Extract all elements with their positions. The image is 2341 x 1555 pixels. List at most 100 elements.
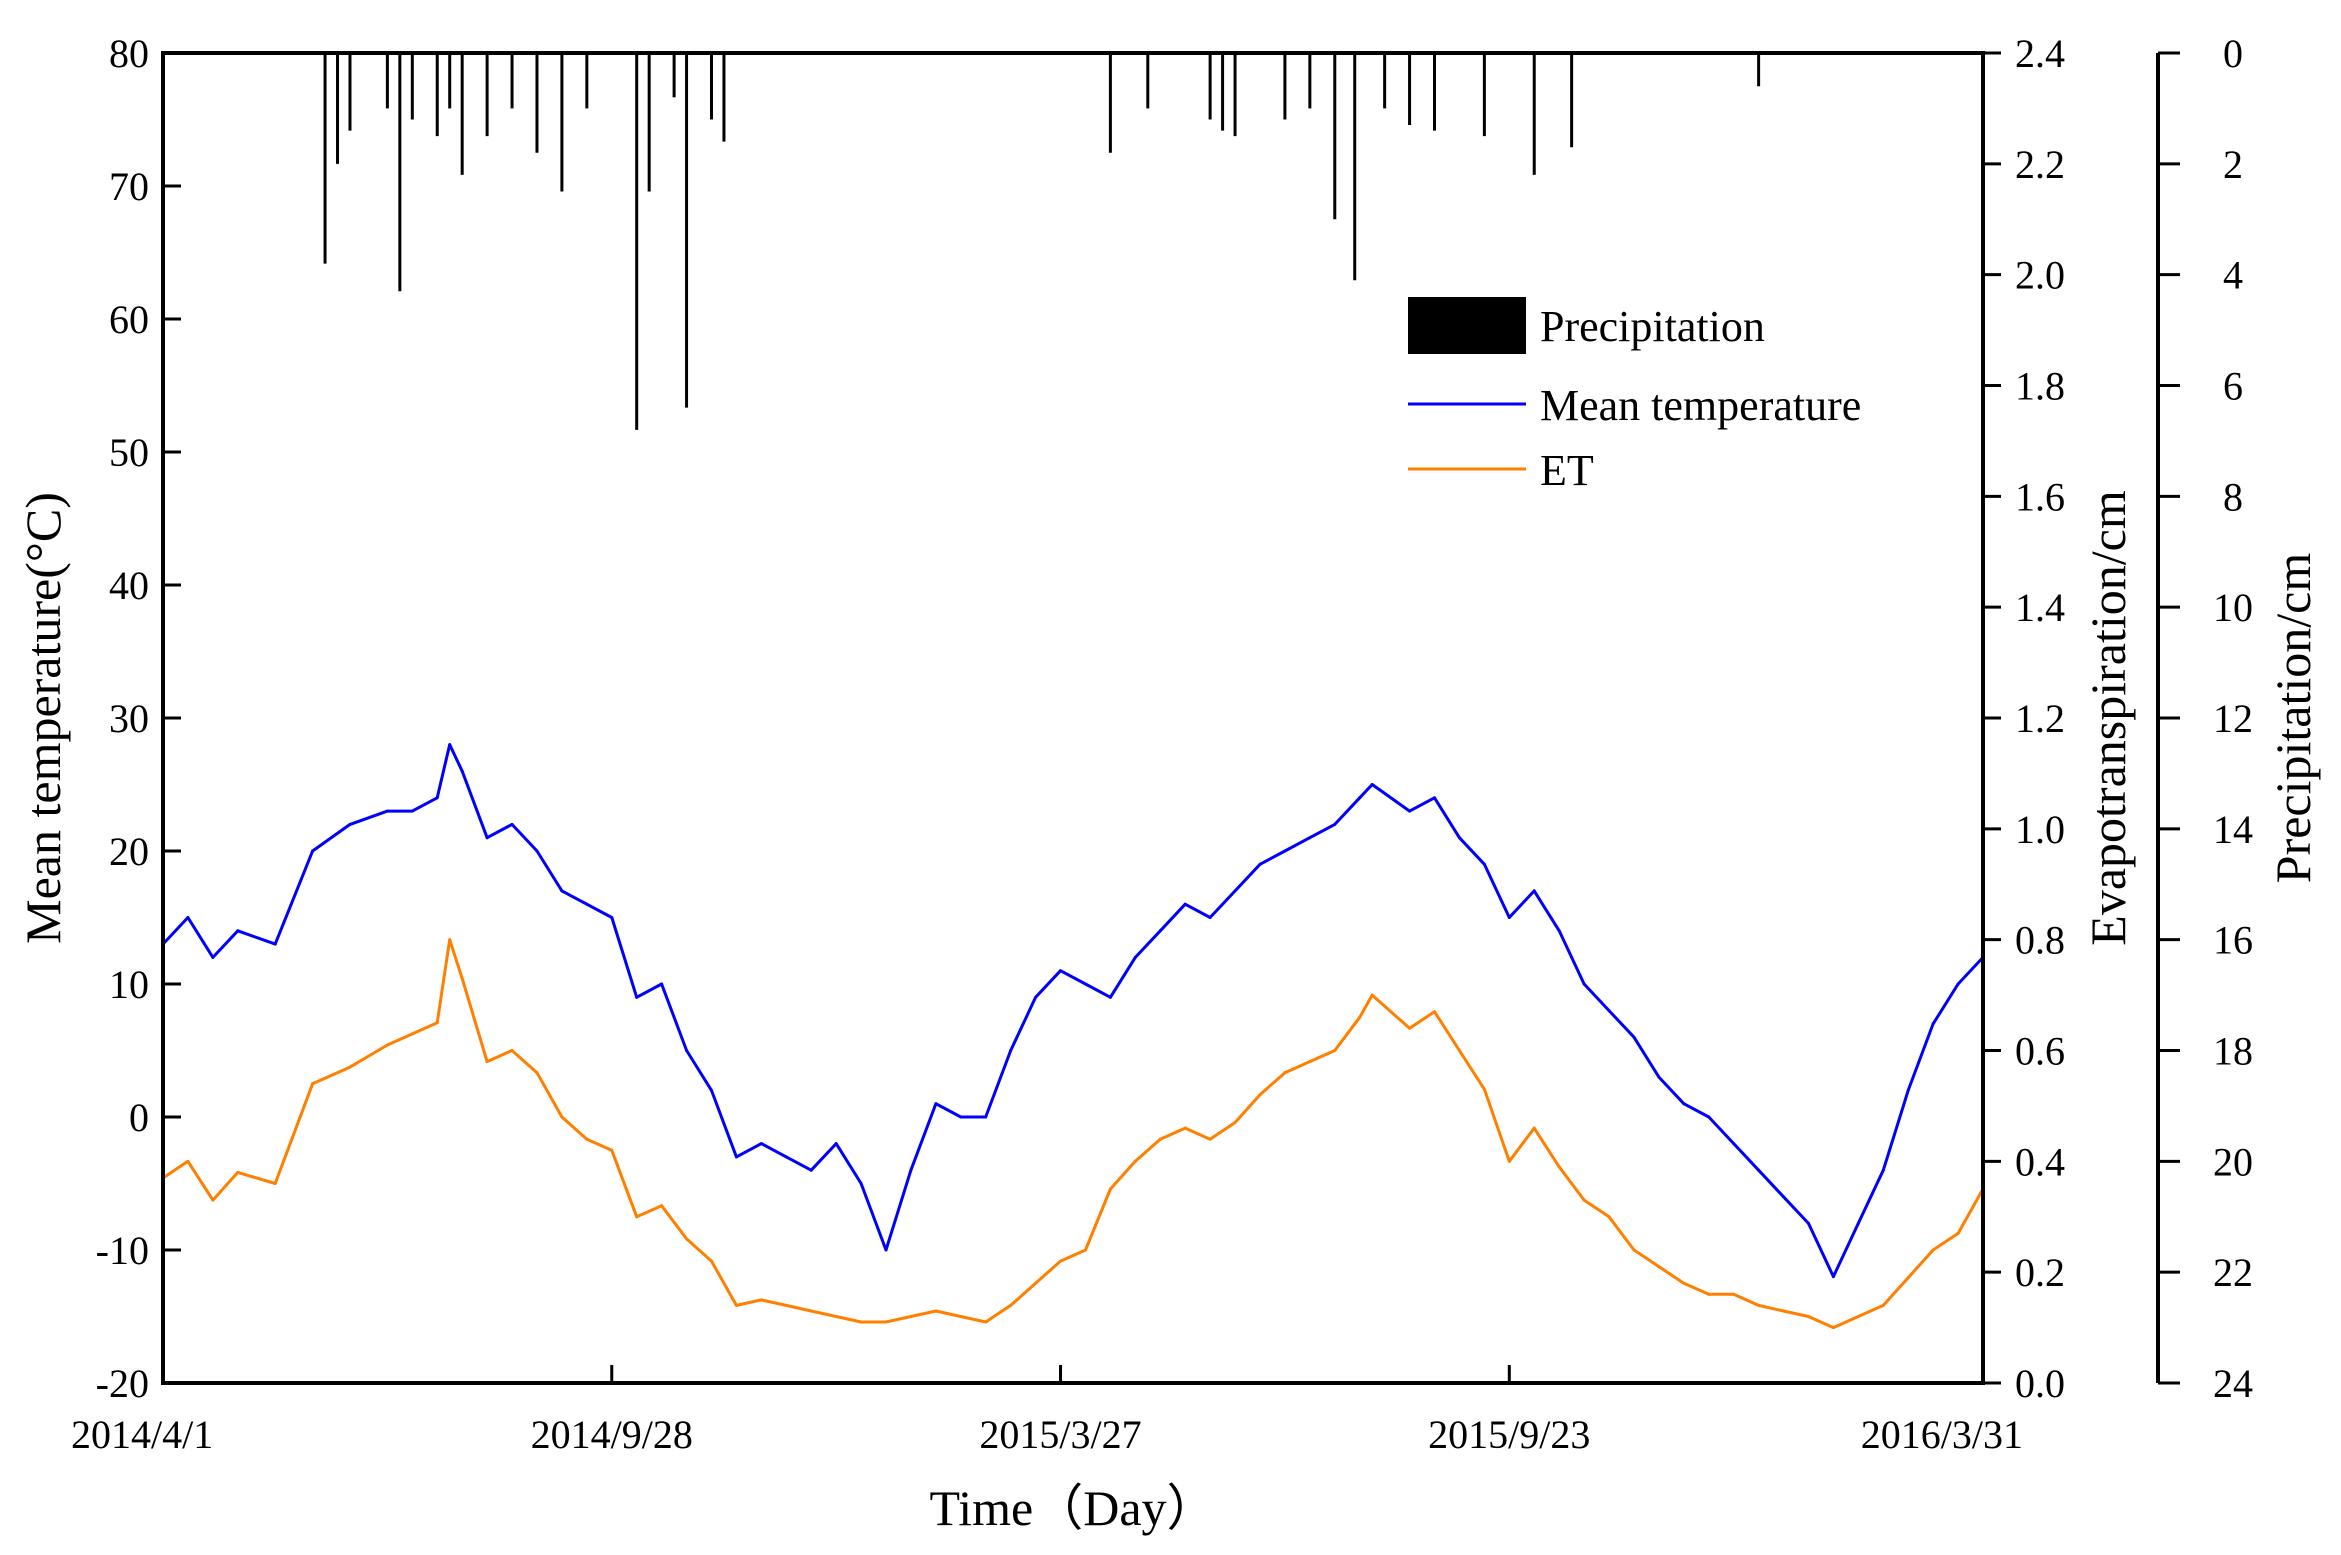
legend-label-mean-temperature: Mean temperature xyxy=(1540,381,1861,430)
et-tick-label: 0.8 xyxy=(2015,918,2065,963)
mean-temperature-point xyxy=(448,743,452,747)
et-point xyxy=(1433,1010,1437,1014)
precip-tick-label: 12 xyxy=(2213,696,2253,741)
temp-tick-label: 40 xyxy=(109,563,149,608)
et-point xyxy=(1956,1231,1960,1235)
et-point xyxy=(734,1303,738,1307)
mean-temperature-point xyxy=(1582,982,1586,986)
et-point xyxy=(535,1071,539,1075)
et-tick-label: 1.8 xyxy=(2015,364,2065,409)
mean-temperature-point xyxy=(809,1168,813,1172)
et-point xyxy=(1732,1292,1736,1296)
x-tick-label: 2014/4/1 xyxy=(71,1412,213,1457)
precip-tick-label: 24 xyxy=(2213,1361,2253,1406)
et-tick-label: 2.4 xyxy=(2015,31,2065,76)
et-point xyxy=(984,1320,988,1324)
mean-temperature-point xyxy=(460,769,464,773)
mean-temperature-point xyxy=(1557,929,1561,933)
et-point xyxy=(1108,1187,1112,1191)
mean-temperature-point xyxy=(1083,982,1087,986)
precip-tick-label: 2 xyxy=(2223,142,2243,187)
et-point xyxy=(460,976,464,980)
mean-temperature-point xyxy=(1831,1275,1835,1279)
et-tick-label: 1.2 xyxy=(2015,696,2065,741)
precip-tick-label: 18 xyxy=(2213,1029,2253,1074)
x-tick-label: 2015/9/23 xyxy=(1428,1412,1590,1457)
precip-tick-label: 4 xyxy=(2223,253,2243,298)
et-tick-label: 1.4 xyxy=(2015,585,2065,630)
x-tick-label: 2014/9/28 xyxy=(531,1412,693,1457)
precip-tick-label: 10 xyxy=(2213,585,2253,630)
mean-temperature-point xyxy=(1457,836,1461,840)
y-axis-title-temp: Mean temperature(°C) xyxy=(15,492,71,944)
et-point xyxy=(448,938,452,942)
precip-tick-label: 0 xyxy=(2223,31,2243,76)
mean-temperature-point xyxy=(236,929,240,933)
et-point xyxy=(1757,1303,1761,1307)
mean-temperature-point xyxy=(186,916,190,919)
et-tick-label: 0.0 xyxy=(2015,1361,2065,1406)
et-point xyxy=(1333,1049,1337,1052)
temp-tick-label: 0 xyxy=(129,1095,149,1140)
precip-tick-label: 6 xyxy=(2223,364,2243,409)
mean-temperature-point xyxy=(784,1155,788,1159)
mean-temperature-point xyxy=(635,995,639,999)
mean-temperature-point xyxy=(273,942,277,946)
mean-temperature-point xyxy=(435,796,439,800)
mean-temperature-point xyxy=(535,849,539,853)
et-point xyxy=(660,1204,664,1208)
mean-temperature-point xyxy=(1881,1168,1885,1172)
et-point xyxy=(809,1309,813,1313)
mean-temperature-point xyxy=(984,1115,988,1119)
precip-tick-label: 16 xyxy=(2213,918,2253,963)
mean-temperature-point xyxy=(1009,1049,1013,1052)
et-point xyxy=(1682,1281,1686,1285)
mean-temperature-point xyxy=(859,1182,863,1185)
et-point xyxy=(1408,1026,1412,1030)
legend-swatch-precipitation xyxy=(1408,297,1526,354)
et-tick-label: 0.2 xyxy=(2015,1250,2065,1295)
mean-temperature-point xyxy=(1059,969,1063,973)
et-point xyxy=(1532,1126,1536,1130)
mean-temperature-point xyxy=(560,889,564,893)
mean-temperature-point xyxy=(934,1102,938,1106)
et-point xyxy=(1482,1087,1486,1091)
mean-temperature-point xyxy=(1507,916,1511,919)
temp-tick-label: -10 xyxy=(96,1228,149,1273)
et-point xyxy=(1133,1159,1137,1163)
x-axis-title: Time（Day） xyxy=(929,1480,1216,1536)
mean-temperature-point xyxy=(1806,1221,1810,1225)
mean-temperature-point xyxy=(1333,822,1337,826)
mean-temperature-point xyxy=(1906,1088,1910,1092)
mean-temperature-point xyxy=(1856,1221,1860,1225)
mean-temperature-point xyxy=(311,849,315,853)
et-point xyxy=(311,1082,315,1086)
temp-tick-label: 70 xyxy=(109,164,149,209)
et-point xyxy=(186,1159,190,1163)
mean-temperature-point xyxy=(385,809,389,813)
et-point xyxy=(1607,1215,1611,1219)
temp-tick-label: -20 xyxy=(96,1361,149,1406)
temp-tick-label: 10 xyxy=(109,962,149,1007)
mean-temperature-point xyxy=(1956,982,1960,986)
mean-temperature-point xyxy=(1433,796,1437,800)
et-point xyxy=(610,1148,614,1152)
plot-layer xyxy=(161,53,1985,1330)
et-point xyxy=(1370,993,1374,997)
et-point xyxy=(909,1315,913,1318)
legend-label-et: ET xyxy=(1540,446,1594,495)
mean-temperature-point xyxy=(1133,955,1137,959)
mean-temperature-point xyxy=(1782,1195,1786,1199)
et-tick-label: 0.6 xyxy=(2015,1029,2065,1074)
mean-temperature-point xyxy=(410,809,414,813)
mean-temperature-point xyxy=(660,982,664,986)
mean-temperature-point xyxy=(610,916,614,919)
mean-temperature-point xyxy=(1657,1075,1661,1079)
et-point xyxy=(959,1315,963,1318)
et-point xyxy=(1906,1276,1910,1280)
mean-temperature-point xyxy=(1732,1142,1736,1146)
et-point xyxy=(348,1065,352,1069)
mean-temperature-point xyxy=(211,955,215,959)
precip-tick-label: 14 xyxy=(2213,807,2253,852)
